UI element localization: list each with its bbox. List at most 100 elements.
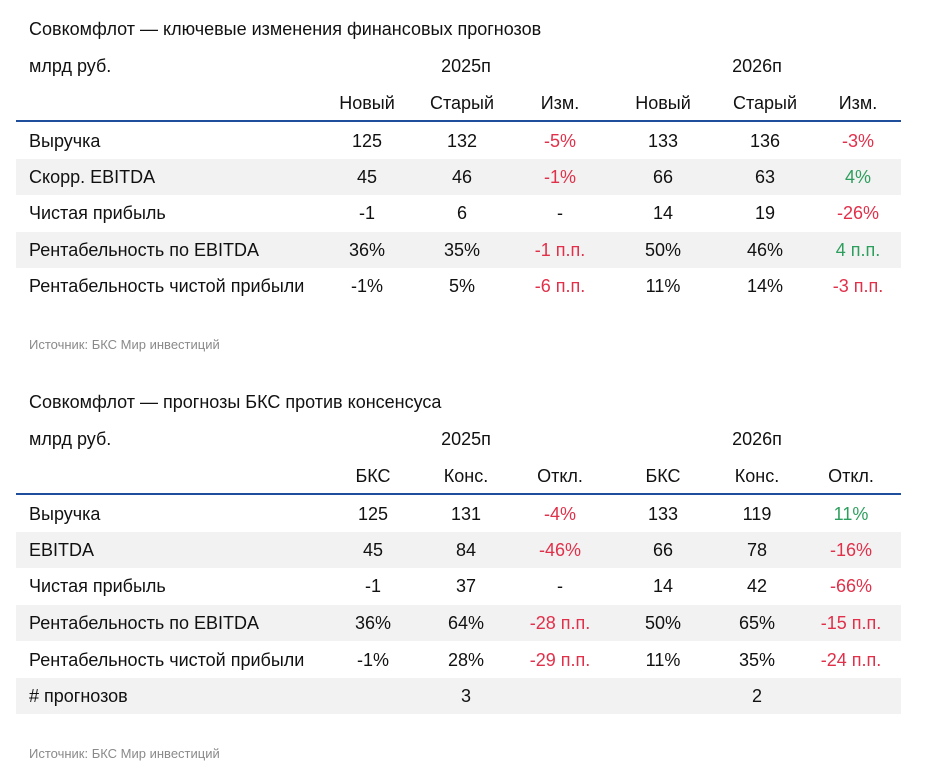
- value-cell: 136: [749, 131, 781, 151]
- subheader-old: Старый: [429, 93, 495, 113]
- value-cell: 37: [455, 576, 477, 596]
- value-cell: 46: [451, 167, 473, 187]
- subheader-new: Новый: [635, 93, 691, 113]
- value-cell: 5%: [448, 276, 475, 296]
- value-cell: 66: [652, 167, 674, 187]
- value-cell: 84: [455, 540, 477, 560]
- subheader-old: Старый: [732, 93, 798, 113]
- value-cell: 66: [652, 540, 674, 560]
- value-cell: 50%: [644, 613, 682, 633]
- change-cell: -1%: [543, 167, 576, 187]
- subheader-bcs: БКС: [355, 466, 391, 486]
- row-label: # прогнозов: [29, 686, 128, 706]
- row-label: EBITDA: [29, 540, 95, 560]
- value-cell: 125: [351, 131, 383, 151]
- table-row: Выручка 125 132 -5% 133 136 -3%: [16, 123, 901, 159]
- units-label: млрд руб.: [29, 56, 112, 76]
- row-label: Рентабельность чистой прибыли: [29, 650, 305, 670]
- value-cell: 64%: [447, 613, 485, 633]
- value-cell: -1%: [356, 650, 389, 670]
- subheader-consensus: Конс.: [734, 466, 780, 486]
- header-rule: [16, 493, 901, 495]
- value-cell: 35%: [443, 240, 481, 260]
- value-cell: -1: [358, 203, 375, 223]
- change-cell: -: [557, 203, 563, 223]
- row-label: Выручка: [29, 504, 101, 524]
- table-row: Чистая прибыль -1 6 - 14 19 -26%: [16, 195, 901, 231]
- table-row: Рентабельность чистой прибыли -1% 5% -6 …: [16, 268, 901, 304]
- row-label: Чистая прибыль: [29, 203, 166, 223]
- deviation-cell: -28 п.п.: [529, 613, 591, 633]
- value-cell: 36%: [348, 240, 386, 260]
- table-row: Рентабельность по EBITDA 36% 35% -1 п.п.…: [16, 232, 901, 268]
- value-cell: 28%: [447, 650, 485, 670]
- subheader-deviation: Откл.: [537, 466, 583, 486]
- value-cell: 125: [357, 504, 389, 524]
- value-cell: 131: [450, 504, 482, 524]
- row-label: Рентабельность по EBITDA: [29, 613, 259, 633]
- value-cell: 3: [460, 686, 471, 706]
- value-cell: 14: [652, 203, 674, 223]
- value-cell: 14: [652, 576, 674, 596]
- value-cell: 45: [356, 167, 378, 187]
- table-row: # прогнозов 3 2: [16, 678, 901, 714]
- table-row: Чистая прибыль -1 37 - 14 42 -66%: [16, 568, 901, 604]
- subheader-change: Изм.: [838, 93, 878, 113]
- value-cell: 133: [647, 504, 679, 524]
- table-title: Совкомфлот — ключевые изменения финансов…: [29, 19, 542, 39]
- source-note: Источник: БКС Мир инвестиций: [29, 746, 220, 761]
- value-cell: 35%: [738, 650, 776, 670]
- value-cell: 6: [456, 203, 467, 223]
- subheader-new: Новый: [339, 93, 395, 113]
- deviation-cell: -24 п.п.: [820, 650, 882, 670]
- change-cell: -3%: [841, 131, 874, 151]
- table-row: Рентабельность чистой прибыли -1% 28% -2…: [16, 642, 901, 678]
- value-cell: 45: [362, 540, 384, 560]
- subheader-consensus: Конс.: [443, 466, 489, 486]
- table-title: Совкомфлот — прогнозы БКС против консенс…: [29, 392, 442, 412]
- row-label: Скорр. EBITDA: [29, 167, 156, 187]
- subheader-deviation: Откл.: [828, 466, 874, 486]
- source-note: Источник: БКС Мир инвестиций: [29, 337, 220, 352]
- year-header-2025: 2025п: [441, 429, 491, 449]
- value-cell: 2: [751, 686, 762, 706]
- year-header-2026: 2026п: [732, 429, 782, 449]
- change-cell: 4 п.п.: [835, 240, 881, 260]
- value-cell: 132: [446, 131, 478, 151]
- value-cell: 63: [754, 167, 776, 187]
- units-label: млрд руб.: [29, 429, 112, 449]
- table-row: Рентабельность по EBITDA 36% 64% -28 п.п…: [16, 605, 901, 641]
- change-cell: -1 п.п.: [534, 240, 586, 260]
- subheader-change: Изм.: [540, 93, 580, 113]
- deviation-cell: -16%: [829, 540, 873, 560]
- deviation-cell: -15 п.п.: [820, 613, 882, 633]
- value-cell: 119: [742, 504, 772, 524]
- year-header-2026: 2026п: [732, 56, 782, 76]
- table-row: EBITDA 45 84 -46% 66 78 -16%: [16, 532, 901, 568]
- table-row: Скорр. EBITDA 45 46 -1% 66 63 4%: [16, 159, 901, 195]
- value-cell: 46%: [746, 240, 784, 260]
- row-label: Рентабельность по EBITDA: [29, 240, 259, 260]
- change-cell: -26%: [836, 203, 880, 223]
- deviation-cell: -: [557, 576, 563, 596]
- value-cell: 78: [746, 540, 768, 560]
- value-cell: 36%: [354, 613, 392, 633]
- change-cell: -3 п.п.: [832, 276, 884, 296]
- header-rule: [16, 120, 901, 122]
- table-bcs-vs-consensus: Совкомфлот — прогнозы БКС против консенс…: [16, 374, 901, 719]
- value-cell: 65%: [738, 613, 776, 633]
- value-cell: 133: [647, 131, 679, 151]
- value-cell: 11%: [645, 276, 681, 296]
- row-label: Выручка: [29, 131, 101, 151]
- deviation-cell: -4%: [543, 504, 576, 524]
- deviation-cell: -66%: [829, 576, 873, 596]
- deviation-cell: 11%: [833, 504, 869, 524]
- row-label: Рентабельность чистой прибыли: [29, 276, 305, 296]
- value-cell: 11%: [645, 650, 681, 670]
- year-header-2025: 2025п: [441, 56, 491, 76]
- subheader-bcs: БКС: [645, 466, 681, 486]
- table-forecast-changes: Совкомфлот — ключевые изменения финансов…: [16, 0, 901, 370]
- value-cell: 42: [746, 576, 768, 596]
- value-cell: -1: [364, 576, 381, 596]
- deviation-cell: -29 п.п.: [529, 650, 591, 670]
